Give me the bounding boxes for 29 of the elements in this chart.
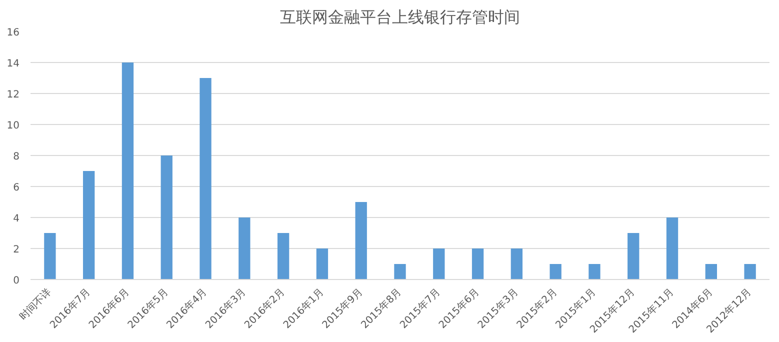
bar (277, 233, 290, 280)
bar (744, 264, 756, 280)
y-tick-label: 10 (6, 120, 20, 132)
bar (44, 233, 56, 280)
bar (705, 264, 717, 280)
bar (433, 248, 445, 280)
bar (510, 248, 523, 280)
bar (588, 264, 600, 280)
bar (83, 171, 95, 280)
bar (394, 264, 406, 280)
bar (160, 156, 172, 280)
bar (666, 218, 678, 280)
y-tick-label: 8 (13, 152, 20, 162)
y-tick-label: 12 (6, 90, 20, 100)
y-tick-label: 14 (6, 58, 20, 70)
bar (200, 78, 212, 280)
bar (472, 248, 484, 280)
y-tick-label: 16 (6, 28, 20, 38)
y-tick-label: 4 (13, 214, 20, 224)
y-tick-label: 2 (13, 244, 20, 256)
bar (355, 202, 367, 280)
y-tick-label: 6 (13, 182, 20, 194)
bar (122, 62, 134, 280)
bar (316, 248, 328, 280)
bar (238, 218, 250, 280)
bar (550, 264, 562, 280)
chart-title: 互联网金融平台上线银行存管时间 (280, 8, 520, 26)
bar (628, 233, 640, 280)
y-tick-label: 0 (13, 276, 20, 286)
